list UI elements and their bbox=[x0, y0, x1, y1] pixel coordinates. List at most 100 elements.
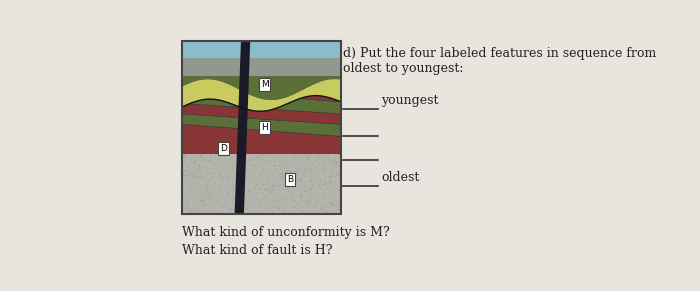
Point bbox=[194, 171, 205, 175]
Point bbox=[197, 167, 208, 172]
Point bbox=[259, 159, 270, 164]
Point bbox=[254, 157, 265, 161]
Point bbox=[205, 155, 216, 160]
Point bbox=[267, 172, 279, 177]
Point bbox=[181, 202, 192, 207]
Point bbox=[218, 168, 229, 173]
Point bbox=[183, 173, 194, 177]
Point bbox=[234, 187, 245, 191]
Point bbox=[296, 204, 307, 209]
Point bbox=[288, 210, 299, 215]
Point bbox=[183, 169, 194, 174]
Point bbox=[326, 175, 337, 180]
Point bbox=[288, 199, 299, 203]
Point bbox=[248, 207, 259, 212]
Point bbox=[181, 199, 193, 204]
Point bbox=[206, 194, 217, 199]
Point bbox=[257, 198, 268, 203]
Point bbox=[225, 209, 237, 214]
Polygon shape bbox=[234, 41, 251, 214]
Point bbox=[332, 188, 344, 193]
Point bbox=[257, 211, 268, 215]
Point bbox=[230, 209, 241, 214]
Point bbox=[236, 165, 247, 170]
Point bbox=[323, 205, 335, 210]
Point bbox=[268, 198, 279, 203]
Point bbox=[237, 171, 248, 176]
Point bbox=[182, 162, 193, 167]
Point bbox=[197, 210, 208, 215]
Point bbox=[323, 181, 335, 185]
Point bbox=[273, 204, 284, 208]
Point bbox=[258, 196, 269, 201]
Point bbox=[320, 201, 331, 206]
Point bbox=[230, 158, 241, 163]
Point bbox=[234, 188, 246, 193]
Point bbox=[200, 206, 211, 211]
Point bbox=[218, 203, 229, 208]
Point bbox=[185, 208, 196, 213]
Point bbox=[185, 159, 196, 164]
Point bbox=[265, 190, 276, 194]
Point bbox=[267, 164, 279, 168]
Point bbox=[182, 184, 193, 188]
Point bbox=[265, 152, 276, 156]
Point bbox=[306, 171, 317, 175]
Point bbox=[232, 168, 244, 172]
Point bbox=[292, 163, 303, 167]
Point bbox=[233, 210, 244, 215]
Point bbox=[312, 177, 323, 182]
Point bbox=[188, 197, 199, 202]
Point bbox=[256, 171, 267, 175]
Point bbox=[323, 200, 334, 205]
Point bbox=[201, 186, 212, 191]
Point bbox=[308, 180, 319, 185]
Point bbox=[239, 168, 250, 173]
Point bbox=[298, 162, 309, 166]
Point bbox=[307, 170, 318, 175]
Point bbox=[178, 170, 190, 175]
Point bbox=[193, 170, 204, 175]
Point bbox=[303, 155, 314, 159]
Point bbox=[180, 153, 191, 158]
Point bbox=[178, 174, 190, 178]
Point bbox=[232, 152, 244, 157]
Point bbox=[330, 159, 341, 164]
Point bbox=[305, 187, 316, 191]
Point bbox=[211, 162, 223, 166]
Point bbox=[191, 186, 202, 190]
Point bbox=[179, 155, 190, 160]
Point bbox=[250, 169, 261, 174]
Point bbox=[260, 187, 271, 192]
Point bbox=[328, 210, 339, 215]
Point bbox=[260, 194, 271, 199]
Point bbox=[220, 164, 231, 169]
Point bbox=[331, 177, 342, 182]
Point bbox=[267, 188, 279, 193]
Point bbox=[202, 193, 214, 198]
Point bbox=[242, 201, 253, 206]
Point bbox=[195, 168, 206, 173]
Point bbox=[329, 211, 340, 216]
Point bbox=[300, 166, 311, 171]
Point bbox=[289, 210, 300, 215]
Point bbox=[291, 170, 302, 174]
Point bbox=[228, 182, 239, 187]
Point bbox=[251, 182, 262, 187]
Point bbox=[306, 166, 317, 171]
Point bbox=[230, 192, 241, 196]
Point bbox=[277, 164, 288, 168]
Polygon shape bbox=[182, 76, 341, 100]
Point bbox=[326, 173, 337, 177]
Point bbox=[228, 177, 239, 182]
Point bbox=[298, 163, 309, 167]
Point bbox=[221, 191, 232, 196]
Point bbox=[188, 159, 199, 164]
Point bbox=[258, 188, 270, 193]
Point bbox=[325, 195, 336, 200]
Point bbox=[285, 177, 296, 182]
Polygon shape bbox=[182, 103, 341, 124]
Point bbox=[286, 159, 297, 164]
Point bbox=[305, 194, 316, 199]
Point bbox=[326, 166, 337, 170]
